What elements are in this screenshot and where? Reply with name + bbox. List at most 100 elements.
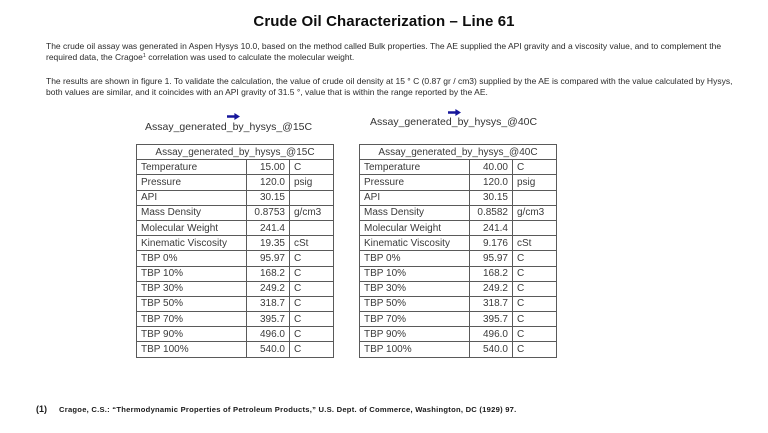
table-row: Molecular Weight 241.4 [359, 219, 557, 237]
table-header-cell: Assay_generated_by_hysys_@15C [136, 143, 334, 161]
property-value-cell: 318.7 [469, 295, 513, 313]
footnote-reference-superscript: 1 [142, 52, 146, 59]
table-header-row: Assay_generated_by_hysys_@40C [359, 143, 557, 161]
property-unit-cell: g/cm3 [289, 204, 334, 221]
table-row: TBP 90% 496.0 C [359, 326, 557, 343]
property-unit-cell: g/cm3 [512, 204, 557, 221]
table-header-row: Assay_generated_by_hysys_@15C [136, 143, 334, 161]
property-unit-cell [512, 189, 557, 206]
property-unit-cell: C [512, 250, 557, 267]
property-name-cell: TBP 50% [136, 295, 247, 313]
footnote-text: Cragoe, C.S.: “Thermodynamic Properties … [59, 405, 517, 414]
table-row: TBP 30% 249.2 C [359, 280, 557, 297]
property-name-cell: TBP 90% [136, 326, 247, 343]
property-unit-cell: C [289, 280, 334, 297]
table-row: TBP 90% 496.0 C [136, 326, 334, 343]
table-row: API 30.15 [136, 189, 334, 206]
property-unit-cell: C [512, 265, 557, 282]
property-value-cell: 395.7 [246, 311, 290, 328]
page-title: Crude Oil Characterization – Line 61 [253, 13, 515, 30]
table-row: Kinematic Viscosity 9.176 cSt [359, 235, 557, 252]
property-name-cell: TBP 90% [359, 326, 470, 343]
table-row: Molecular Weight 241.4 [136, 219, 334, 237]
table-row: TBP 0% 95.97 C [136, 250, 334, 267]
paragraph-1-text: The crude oil assay was generated in Asp… [46, 41, 722, 62]
table-row: TBP 100% 540.0 C [136, 341, 334, 358]
property-name-cell: TBP 10% [359, 265, 470, 282]
paragraph-1: The crude oil assay was generated in Asp… [46, 41, 740, 63]
table-caption-15c: Assay_generated_by_hysys_@15C [145, 121, 313, 133]
property-unit-cell: C [289, 326, 334, 343]
table-row: Mass Density 0.8753 g/cm3 [136, 204, 334, 221]
table-row: TBP 10% 168.2 C [136, 265, 334, 282]
property-value-cell: 9.176 [469, 235, 513, 252]
property-value-cell: 95.97 [246, 250, 290, 267]
property-unit-cell: C [289, 250, 334, 267]
table-row: TBP 70% 395.7 C [136, 311, 334, 328]
property-unit-cell: C [512, 295, 557, 313]
property-unit-cell: C [512, 326, 557, 343]
property-name-cell: Kinematic Viscosity [359, 235, 470, 252]
paragraph-2: The results are shown in figure 1. To va… [46, 76, 733, 97]
property-name-cell: TBP 50% [359, 295, 470, 313]
property-unit-cell: C [512, 341, 557, 358]
table-row: TBP 0% 95.97 C [359, 250, 557, 267]
property-value-cell: 395.7 [469, 311, 513, 328]
property-value-cell: 249.2 [469, 280, 513, 297]
property-value-cell: 496.0 [469, 326, 513, 343]
property-name-cell: TBP 30% [136, 280, 247, 297]
property-unit-cell [512, 219, 557, 237]
property-name-cell: TBP 70% [359, 311, 470, 328]
property-value-cell: 168.2 [246, 265, 290, 282]
property-unit-cell [289, 219, 334, 237]
property-name-cell: API [136, 189, 247, 206]
property-name-cell: TBP 0% [136, 250, 247, 267]
property-unit-cell: cSt [512, 235, 557, 252]
property-name-cell: TBP 100% [359, 341, 470, 358]
property-name-cell: TBP 70% [136, 311, 247, 328]
property-value-cell: 40.00 [469, 159, 513, 176]
property-name-cell: Kinematic Viscosity [136, 235, 247, 252]
property-value-cell: 120.0 [246, 174, 290, 191]
assay-table-15c: Assay_generated_by_hysys_@15C Temperatur… [136, 143, 334, 358]
property-name-cell: Pressure [359, 174, 470, 191]
property-value-cell: 95.97 [469, 250, 513, 267]
property-unit-cell: cSt [289, 235, 334, 252]
table-caption-40c: Assay_generated_by_hysys_@40C [370, 116, 538, 128]
property-value-cell: 496.0 [246, 326, 290, 343]
property-unit-cell: C [289, 341, 334, 358]
assay-table-40c: Assay_generated_by_hysys_@40C Temperatur… [359, 143, 557, 358]
property-value-cell: 0.8582 [469, 204, 513, 221]
table-row: Mass Density 0.8582 g/cm3 [359, 204, 557, 221]
property-value-cell: 241.4 [469, 219, 513, 237]
table-row: Pressure 120.0 psig [136, 174, 334, 191]
property-name-cell: TBP 100% [136, 341, 247, 358]
property-unit-cell: psig [512, 174, 557, 191]
property-value-cell: 0.8753 [246, 204, 290, 221]
property-name-cell: Mass Density [359, 204, 470, 221]
property-value-cell: 30.15 [246, 189, 290, 206]
footnote-marker: (1) [36, 404, 47, 414]
property-name-cell: Molecular Weight [359, 219, 470, 237]
property-value-cell: 15.00 [246, 159, 290, 176]
table-row: TBP 50% 318.7 C [359, 295, 557, 313]
table-row: TBP 50% 318.7 C [136, 295, 334, 313]
table-row: TBP 10% 168.2 C [359, 265, 557, 282]
property-name-cell: TBP 30% [359, 280, 470, 297]
stream-arrow-icon [227, 113, 240, 120]
property-name-cell: Molecular Weight [136, 219, 247, 237]
table-row: TBP 100% 540.0 C [359, 341, 557, 358]
property-unit-cell: C [289, 159, 334, 176]
table-row: Pressure 120.0 psig [359, 174, 557, 191]
paragraph-1-text-continued: correlation was used to calculate the mo… [145, 51, 355, 62]
property-value-cell: 120.0 [469, 174, 513, 191]
table-row: API 30.15 [359, 189, 557, 206]
property-value-cell: 318.7 [246, 295, 290, 313]
property-unit-cell: C [512, 311, 557, 328]
property-name-cell: TBP 10% [136, 265, 247, 282]
table-header-cell: Assay_generated_by_hysys_@40C [359, 143, 557, 161]
property-name-cell: Pressure [136, 174, 247, 191]
property-name-cell: TBP 0% [359, 250, 470, 267]
property-name-cell: Temperature [136, 159, 247, 176]
